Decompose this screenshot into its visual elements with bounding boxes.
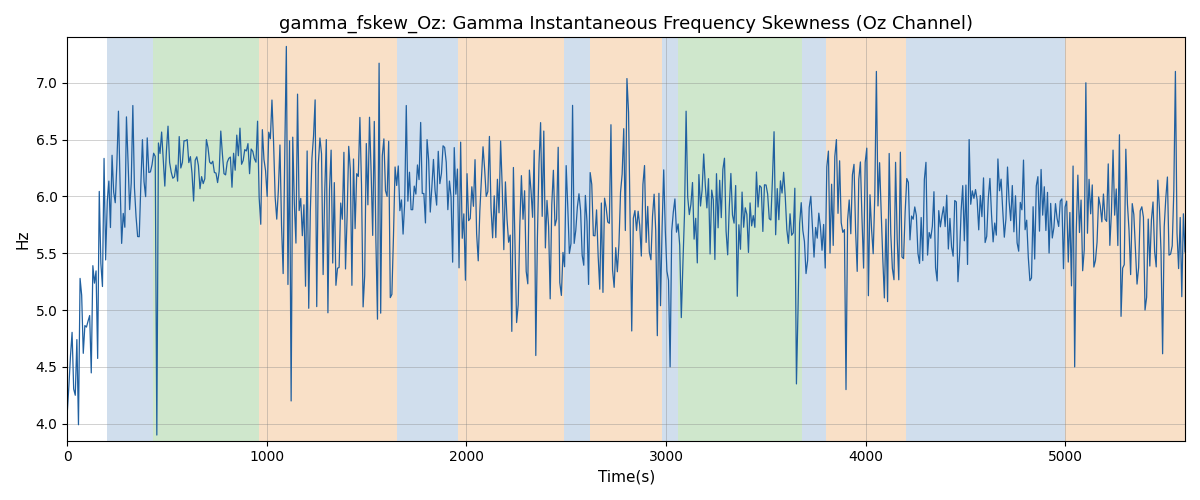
Bar xyxy=(802,38,826,440)
Bar xyxy=(678,38,802,440)
Bar xyxy=(107,38,154,440)
Bar xyxy=(826,38,906,440)
Bar xyxy=(564,38,590,440)
Bar xyxy=(259,38,397,440)
X-axis label: Time(s): Time(s) xyxy=(598,470,655,485)
Bar xyxy=(590,38,662,440)
Bar xyxy=(906,38,1066,440)
Bar xyxy=(1066,38,1184,440)
Bar xyxy=(154,38,259,440)
Y-axis label: Hz: Hz xyxy=(16,230,30,249)
Title: gamma_fskew_Oz: Gamma Instantaneous Frequency Skewness (Oz Channel): gamma_fskew_Oz: Gamma Instantaneous Freq… xyxy=(280,15,973,34)
Bar xyxy=(397,38,458,440)
Bar xyxy=(662,38,678,440)
Bar xyxy=(458,38,564,440)
